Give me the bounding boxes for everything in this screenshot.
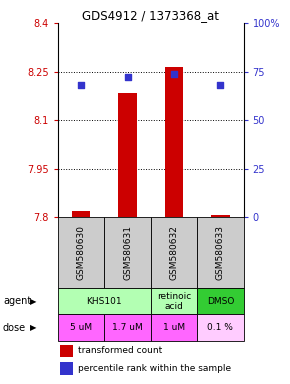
Text: ▶: ▶ xyxy=(30,323,37,332)
Text: GSM580630: GSM580630 xyxy=(77,225,86,280)
Bar xyxy=(197,288,244,314)
Bar xyxy=(104,217,151,288)
Point xyxy=(172,71,176,77)
Bar xyxy=(211,215,230,217)
Bar xyxy=(151,314,197,341)
Text: 0.1 %: 0.1 % xyxy=(207,323,233,332)
Bar xyxy=(165,67,183,217)
Text: GSM580632: GSM580632 xyxy=(169,225,179,280)
Text: dose: dose xyxy=(3,323,26,333)
Bar xyxy=(197,217,244,288)
Point xyxy=(79,82,84,88)
Text: 5 uM: 5 uM xyxy=(70,323,92,332)
Text: percentile rank within the sample: percentile rank within the sample xyxy=(78,364,231,373)
Text: agent: agent xyxy=(3,296,31,306)
Bar xyxy=(118,93,137,217)
Bar xyxy=(58,288,151,314)
Point xyxy=(125,74,130,81)
Title: GDS4912 / 1373368_at: GDS4912 / 1373368_at xyxy=(82,9,219,22)
Text: GSM580633: GSM580633 xyxy=(216,225,225,280)
Bar xyxy=(104,314,151,341)
Text: 1 uM: 1 uM xyxy=(163,323,185,332)
Bar xyxy=(197,314,244,341)
Text: KHS101: KHS101 xyxy=(87,297,122,306)
Bar xyxy=(151,217,197,288)
Text: GSM580631: GSM580631 xyxy=(123,225,132,280)
Point xyxy=(218,82,223,88)
Text: DMSO: DMSO xyxy=(207,297,234,306)
Bar xyxy=(72,211,90,217)
Bar xyxy=(58,314,104,341)
Bar xyxy=(60,362,73,374)
Text: retinoic
acid: retinoic acid xyxy=(157,291,191,311)
Bar xyxy=(151,288,197,314)
Bar xyxy=(58,217,104,288)
Text: ▶: ▶ xyxy=(30,297,37,306)
Bar xyxy=(60,344,73,357)
Text: transformed count: transformed count xyxy=(78,346,163,355)
Text: 1.7 uM: 1.7 uM xyxy=(112,323,143,332)
